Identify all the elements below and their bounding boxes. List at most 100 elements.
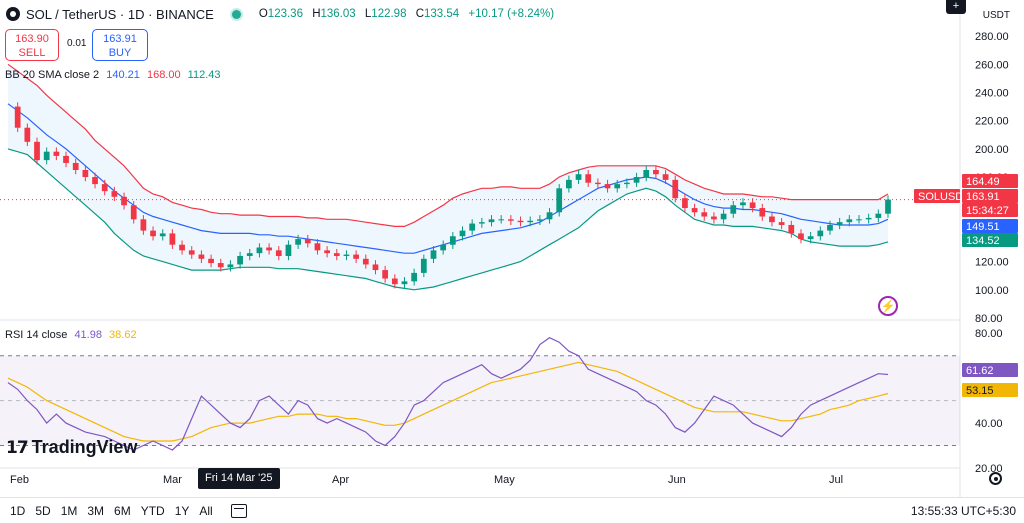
time-tick-label: Apr [332,474,349,486]
market-open-status-icon [231,9,241,19]
candle-body [720,213,727,220]
buy-button[interactable]: 163.91 BUY [92,29,148,61]
bb-lower-badge-bg [962,233,1018,247]
candle-body [24,127,31,142]
candle-body [266,247,272,251]
bollinger-band-fill [8,64,888,290]
candle-body [362,258,369,265]
bollinger-bands-legend[interactable]: BB 20 SMA close 2 140.21 168.00 112.43 [5,69,221,81]
candle-body [846,219,853,223]
candle-body [34,141,40,161]
candle-body [275,250,282,256]
timeframe-1y[interactable]: 1Y [174,503,190,518]
candle-body [237,255,243,265]
timeframe-3m[interactable]: 3M [87,503,105,518]
sell-button[interactable]: 163.90 SELL [5,29,59,61]
candle-body [769,216,775,223]
candle-body [227,264,234,268]
candle-body [633,177,640,183]
chart-canvas[interactable]: 280.00260.00240.00220.00200.00180.00120.… [0,0,1024,497]
candle-body [498,219,505,221]
candle-body [817,230,824,237]
candle-body [295,239,301,245]
candle-body [353,254,360,259]
candle-body [701,212,708,217]
candle-body [43,151,50,161]
candle-body [469,223,476,231]
candle-body [111,191,118,197]
rsi-ma-badge-bg [962,383,1018,397]
spread-value: 0.01 [67,38,87,49]
candle-body [875,213,882,218]
timeframe-6m[interactable]: 6M [114,503,131,518]
candle-body [585,174,592,183]
candle-body [82,170,89,178]
rsi-legend[interactable]: RSI 14 close 41.98 38.62 [5,329,137,341]
candle-body [140,219,147,231]
candle-body [391,278,398,285]
time-tick-label: Mar [163,474,182,486]
timeframe-ytd[interactable]: YTD [140,503,165,518]
candle-body [759,208,766,217]
candle-body [662,174,669,180]
rsi-badge-bg [962,363,1018,377]
candle-body [372,264,379,271]
candle-body [536,219,543,221]
bb-basis-badge-bg [962,219,1018,233]
price-tick-label: 200.00 [975,144,1009,156]
gear-icon[interactable] [989,472,1002,485]
timeframe-1m[interactable]: 1M [60,503,78,518]
add-indicator-icon[interactable]: + [946,0,966,14]
rsi-pane [0,337,960,451]
candle-body [604,184,611,189]
candle-body [121,196,127,206]
candle-body [411,272,418,282]
candle-body [614,184,621,189]
candle-body [556,188,563,213]
timeframe-1d[interactable]: 1D [10,503,26,518]
rsi-ma-badge: 53.15 [966,385,994,397]
candle-body [624,182,630,185]
candle-body [711,216,717,220]
utc-clock[interactable]: 13:55:33 UTC+5:30 [910,504,1016,518]
candle-body [208,258,214,264]
candle-body [740,202,746,206]
price-tick-label: 80.00 [975,313,1003,325]
calendar-icon[interactable] [230,503,247,518]
candle-body [575,174,582,180]
candle-body [420,258,427,273]
candle-body [53,151,60,156]
price-tick-label: 240.00 [975,87,1009,99]
flash-icon[interactable]: ⚡ [878,296,898,316]
timeframe-5d[interactable]: 5D [35,503,51,518]
candle-body [130,205,137,220]
rsi-tick-label: 40.00 [975,418,1003,430]
axis-currency[interactable]: USDT [982,10,1010,21]
candle-body [440,244,447,251]
candle-body [807,236,814,240]
price-tick-label: 220.00 [975,116,1009,128]
candle-body [150,230,156,237]
candle-body [72,162,79,170]
candle-body [566,179,572,189]
solana-logo-icon [6,7,20,21]
price-axis[interactable]: 280.00260.00240.00220.00200.00180.00120.… [914,31,1018,475]
candle-body [798,233,804,240]
candle-body [179,244,185,251]
candle-body [101,184,108,192]
candle-body [885,199,891,214]
time-axis[interactable]: Feb Mar Apr May Jun Jul [10,474,843,486]
candle-body [749,202,756,209]
candle-body [778,222,785,225]
price-tick-label: 120.00 [975,257,1009,269]
time-tick-label: Jul [829,474,843,486]
time-tick-label: Jun [668,474,686,486]
candle-body [507,219,514,221]
candle-body [430,250,437,259]
candle-body [63,155,69,163]
bb-upper-badge: 164.49 [966,176,1000,188]
timeframe-all[interactable]: All [199,503,213,518]
candle-body [304,239,311,244]
rsi-badge: 61.62 [966,365,994,377]
symbol-title[interactable]: SOL / TetherUS · 1D · BINANCE [26,6,214,22]
